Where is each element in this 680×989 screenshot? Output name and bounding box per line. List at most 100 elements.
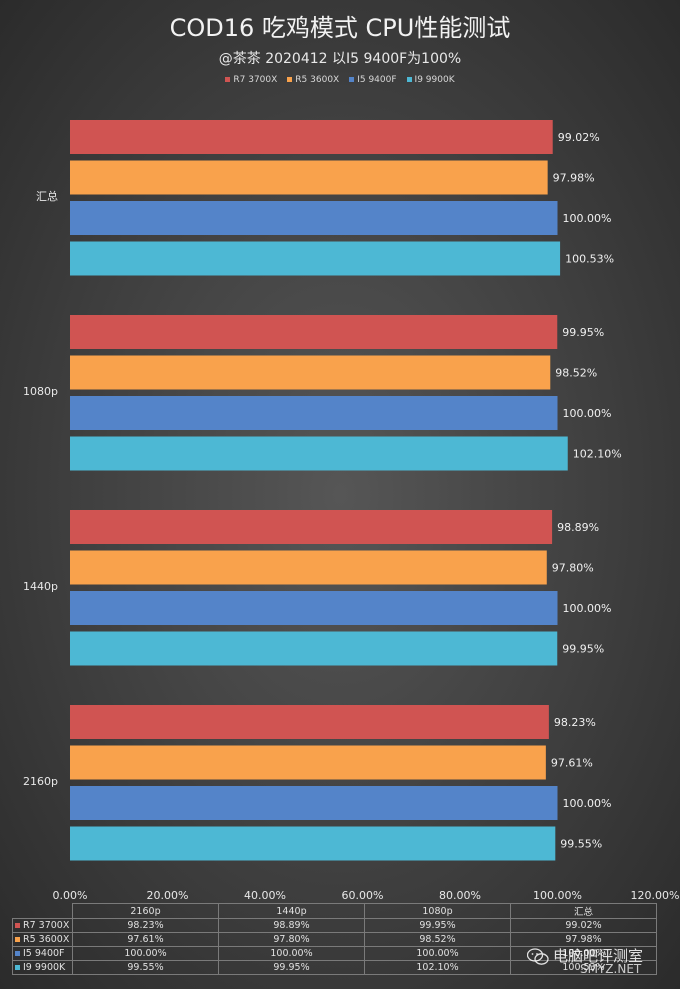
legend-item: I9 9900K [406, 75, 455, 85]
table-row: R5 3600X 97.61% 97.80% 98.52% 97.98% [12, 932, 657, 947]
table-row-swatch [15, 923, 20, 928]
table-row-label: I5 9400F [23, 948, 65, 959]
legend-swatch [287, 77, 293, 82]
table-header: 1440p [218, 903, 365, 919]
table-row-swatch [15, 937, 20, 942]
data-label: 99.55% [560, 838, 602, 851]
legend-item: I5 9400F [349, 75, 397, 85]
data-label: 97.98% [553, 172, 595, 185]
bar [70, 510, 553, 544]
data-label: 100.00% [563, 407, 612, 420]
data-label: 100.00% [563, 602, 612, 615]
legend-item: R5 3600X [287, 75, 339, 85]
x-tick-label: 40.00% [244, 889, 286, 900]
table-cell: 99.02% [510, 918, 657, 933]
data-label: 98.23% [554, 716, 596, 729]
table-row-swatch [15, 951, 20, 956]
table-row: R7 3700X 98.23% 98.89% 99.95% 99.02% [12, 918, 657, 933]
category-label: 2160p [23, 775, 58, 788]
table-row-header: I9 9900K [12, 960, 73, 975]
data-label: 98.52% [555, 367, 597, 380]
legend-item: R7 3700X [225, 75, 277, 85]
x-tick-label: 100.00% [533, 889, 582, 900]
bar [70, 201, 558, 235]
bar [70, 591, 558, 625]
table-cell: 99.95% [364, 918, 511, 933]
watermark-text: 电脑吧评测室 [553, 947, 644, 965]
category-label: 1080p [23, 385, 58, 398]
category-label: 1440p [23, 580, 58, 593]
table-cell: 97.80% [218, 932, 365, 947]
bar [70, 550, 547, 585]
table-cell: 100.00% [72, 946, 219, 961]
table-cell: 100.53% [510, 960, 657, 975]
bar [70, 160, 548, 195]
legend-label: I5 9400F [357, 75, 397, 85]
table-cell: 102.10% [364, 960, 511, 975]
table-cell: 97.61% [72, 932, 219, 947]
bar [70, 786, 558, 820]
bar [70, 355, 551, 390]
table-cell: 98.23% [72, 918, 219, 933]
legend-swatch [349, 77, 355, 82]
table-corner [13, 904, 73, 919]
legend-label: R5 3600X [295, 75, 340, 85]
x-tick-label: 0.00% [53, 889, 88, 900]
legend-label: I9 9900K [414, 75, 455, 85]
table-header-row: 2160p 1440p 1080p 汇总 [13, 903, 657, 919]
legend-swatch [225, 77, 231, 82]
bar [70, 241, 561, 276]
bar [70, 631, 558, 666]
chart-subtitle: @茶茶 2020412 以I5 9400F为100% [218, 51, 462, 67]
bar [70, 705, 549, 739]
data-label: 98.89% [557, 521, 599, 534]
category-label: 汇总 [36, 189, 58, 203]
data-label: 100.00% [563, 212, 612, 225]
bar [70, 315, 558, 349]
x-tick-label: 60.00% [342, 889, 384, 900]
x-tick-label: 20.00% [147, 889, 189, 900]
table-cell: 99.55% [72, 960, 219, 975]
bar [70, 745, 546, 780]
table-row-header: R7 3700X [12, 918, 73, 933]
data-label: 97.80% [552, 562, 594, 575]
table-row: I9 9900K 99.55% 99.95% 102.10% 100.53% [12, 960, 657, 975]
table-cell: 98.52% [364, 932, 511, 947]
table-row-header: R5 3600X [12, 932, 73, 947]
table-row-label: R5 3600X [23, 934, 70, 945]
data-label: 102.10% [573, 448, 622, 461]
table-row-label: R7 3700X [23, 920, 70, 931]
chart-title: COD16 吃鸡模式 CPU性能测试 [169, 14, 511, 42]
table-cell: 99.95% [218, 960, 365, 975]
data-label: 99.95% [562, 643, 604, 656]
data-label: 97.61% [551, 757, 593, 770]
legend-label: R7 3700X [233, 75, 278, 85]
bar [70, 120, 553, 154]
bar-chart: 汇总 99.02% 97.98% 100.00% 100.53% 1080p 99.95% 9… [23, 120, 680, 900]
x-tick-label: 120.00% [631, 889, 680, 900]
x-tick-label: 80.00% [439, 889, 481, 900]
legend-swatch [406, 77, 412, 82]
table-row-header: I5 9400F [12, 946, 73, 961]
data-table: 2160p 1440p 1080p 汇总 R7 3700X 98.23% 98.89% 99.… [12, 903, 657, 975]
table-row-swatch [15, 965, 20, 970]
table-cell: 98.89% [218, 918, 365, 933]
data-label: 100.53% [565, 253, 614, 266]
table-header: 汇总 [510, 903, 657, 919]
table-cell: 100.00% [218, 946, 365, 961]
wechat-icon [527, 947, 549, 965]
bar [70, 436, 568, 471]
watermark-site: SMYZ.NET [580, 962, 642, 976]
bar [70, 396, 558, 430]
data-label: 100.00% [563, 797, 612, 810]
table-header: 1080p [364, 903, 511, 919]
bar [70, 826, 556, 861]
table-row-label: I9 9900K [23, 962, 66, 973]
table-cell: 100.00% [364, 946, 511, 961]
legend: R7 3700X R5 3600X I5 9400F I9 9900K [0, 75, 680, 85]
table-header: 2160p [72, 903, 219, 919]
data-label: 99.95% [562, 326, 604, 339]
data-label: 99.02% [558, 131, 600, 144]
table-row: I5 9400F 100.00% 100.00% 100.00% 100.00% [12, 946, 657, 961]
watermark: 电脑吧评测室 [527, 945, 643, 966]
